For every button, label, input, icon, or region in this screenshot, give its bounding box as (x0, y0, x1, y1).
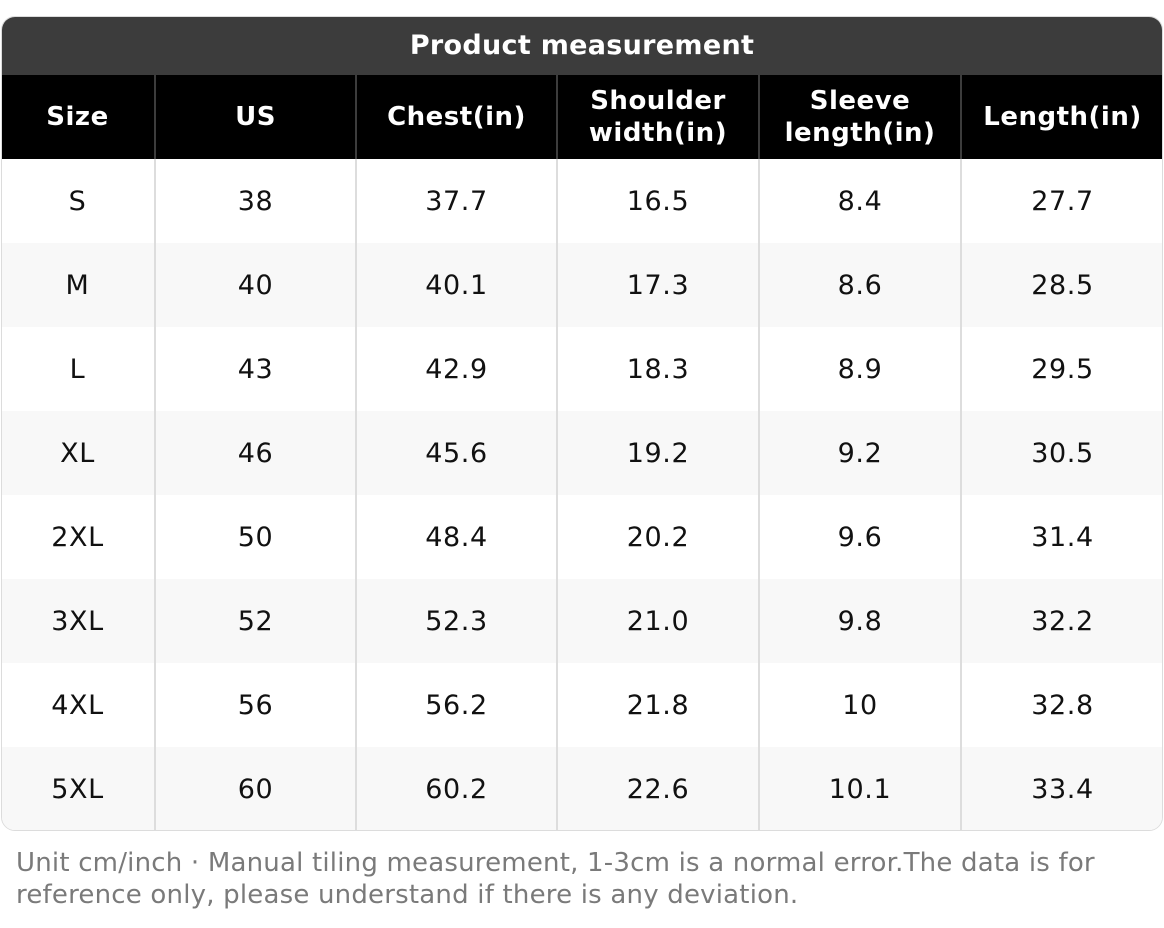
cell-sleeve-length: 10 (758, 663, 961, 747)
cell-shoulder-width: 20.2 (556, 495, 759, 579)
cell-shoulder-width: 18.3 (556, 327, 759, 411)
cell-length: 32.8 (960, 663, 1162, 747)
table-row: 5XL 60 60.2 22.6 10.1 33.4 (2, 747, 1162, 830)
cell-sleeve-length: 8.9 (758, 327, 961, 411)
column-header-us: US (154, 73, 356, 159)
cell-length: 27.7 (960, 159, 1162, 243)
footnote: Unit cm/inch · Manual tiling measurement… (16, 848, 1095, 910)
cell-chest: 52.3 (355, 579, 557, 663)
cell-us: 52 (154, 579, 356, 663)
cell-sleeve-length: 9.8 (758, 579, 961, 663)
cell-shoulder-width: 21.0 (556, 579, 759, 663)
cell-length: 33.4 (960, 747, 1162, 830)
cell-shoulder-width: 21.8 (556, 663, 759, 747)
column-header-sleeve-length: Sleeve length(in) (758, 73, 961, 159)
cell-sleeve-length: 8.4 (758, 159, 961, 243)
column-header-shoulder-width: Shoulder width(in) (556, 73, 759, 159)
table-row: S 38 37.7 16.5 8.4 27.7 (2, 159, 1162, 243)
cell-us: 46 (154, 411, 356, 495)
column-header-length: Length(in) (960, 73, 1162, 159)
cell-us: 56 (154, 663, 356, 747)
table-row: L 43 42.9 18.3 8.9 29.5 (2, 327, 1162, 411)
column-header-size: Size (2, 73, 155, 159)
cell-size: 5XL (2, 747, 155, 830)
size-chart-table: Size US Chest(in) Shoulder width(in) Sle… (2, 73, 1162, 830)
header-row: Size US Chest(in) Shoulder width(in) Sle… (2, 73, 1162, 159)
cell-sleeve-length: 10.1 (758, 747, 961, 830)
cell-sleeve-length: 9.2 (758, 411, 961, 495)
table-body: S 38 37.7 16.5 8.4 27.7 M 40 40.1 17.3 8.6 28.5 L 43 4… (2, 159, 1162, 830)
table-title: Product measurement (2, 17, 1162, 73)
cell-us: 43 (154, 327, 356, 411)
cell-length: 28.5 (960, 243, 1162, 327)
cell-us: 50 (154, 495, 356, 579)
cell-chest: 56.2 (355, 663, 557, 747)
cell-chest: 40.1 (355, 243, 557, 327)
cell-shoulder-width: 17.3 (556, 243, 759, 327)
table-row: 4XL 56 56.2 21.8 10 32.8 (2, 663, 1162, 747)
cell-shoulder-width: 22.6 (556, 747, 759, 830)
cell-size: 3XL (2, 579, 155, 663)
column-header-chest: Chest(in) (355, 73, 557, 159)
measurement-card: Product measurement Size US Chest(in) Sh… (1, 16, 1163, 831)
cell-sleeve-length: 8.6 (758, 243, 961, 327)
cell-length: 31.4 (960, 495, 1162, 579)
table-row: XL 46 45.6 19.2 9.2 30.5 (2, 411, 1162, 495)
cell-size: 4XL (2, 663, 155, 747)
cell-chest: 48.4 (355, 495, 557, 579)
cell-us: 40 (154, 243, 356, 327)
cell-shoulder-width: 19.2 (556, 411, 759, 495)
cell-length: 30.5 (960, 411, 1162, 495)
table-row: 2XL 50 48.4 20.2 9.6 31.4 (2, 495, 1162, 579)
cell-shoulder-width: 16.5 (556, 159, 759, 243)
cell-us: 38 (154, 159, 356, 243)
cell-size: S (2, 159, 155, 243)
table-row: 3XL 52 52.3 21.0 9.8 32.2 (2, 579, 1162, 663)
cell-size: L (2, 327, 155, 411)
cell-size: XL (2, 411, 155, 495)
cell-chest: 45.6 (355, 411, 557, 495)
cell-length: 32.2 (960, 579, 1162, 663)
cell-size: M (2, 243, 155, 327)
cell-sleeve-length: 9.6 (758, 495, 961, 579)
cell-length: 29.5 (960, 327, 1162, 411)
cell-us: 60 (154, 747, 356, 830)
cell-chest: 42.9 (355, 327, 557, 411)
cell-chest: 60.2 (355, 747, 557, 830)
cell-size: 2XL (2, 495, 155, 579)
cell-chest: 37.7 (355, 159, 557, 243)
table-row: M 40 40.1 17.3 8.6 28.5 (2, 243, 1162, 327)
